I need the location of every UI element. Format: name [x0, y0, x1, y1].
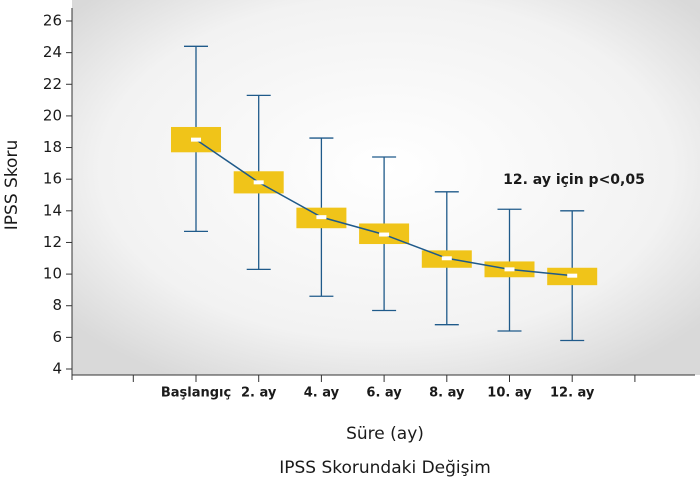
y-tick-label: 14 [43, 201, 62, 219]
y-tick-label: 16 [43, 170, 62, 188]
x-tick-label: 4. ay [304, 386, 340, 401]
chart-title: IPSS Skorundaki Değişim [279, 458, 491, 478]
x-tick-label: Başlangıç [161, 386, 231, 401]
mean-marker [567, 273, 578, 278]
plot-background [72, 0, 700, 375]
y-tick-label: 18 [43, 138, 62, 156]
x-tick-label: 6. ay [366, 386, 402, 401]
y-axis-label: IPSS Skoru [2, 140, 22, 230]
mean-marker [379, 232, 390, 237]
x-axis-label: Süre (ay) [346, 424, 424, 444]
y-tick-label: 22 [43, 75, 62, 93]
mean-marker [316, 215, 327, 220]
y-tick-label: 20 [43, 106, 62, 124]
x-tick-label: 2. ay [241, 386, 277, 401]
y-tick-label: 6 [52, 328, 62, 346]
x-tick-label: 10. ay [487, 386, 532, 401]
y-tick-label: 8 [52, 296, 62, 314]
mean-marker [441, 256, 452, 261]
x-tick-label: 12. ay [550, 386, 595, 401]
y-tick-label: 24 [43, 43, 62, 61]
x-tick-label: 8. ay [429, 386, 465, 401]
annotation: 12. ay için p<0,05 [503, 172, 645, 188]
mean-marker [504, 267, 515, 272]
mean-marker [191, 137, 201, 142]
y-tick-label: 26 [43, 12, 62, 30]
y-tick-label: 10 [43, 265, 62, 283]
y-tick-label: 12 [43, 233, 62, 251]
mean-marker [253, 180, 264, 185]
y-tick-label: 4 [52, 360, 62, 378]
